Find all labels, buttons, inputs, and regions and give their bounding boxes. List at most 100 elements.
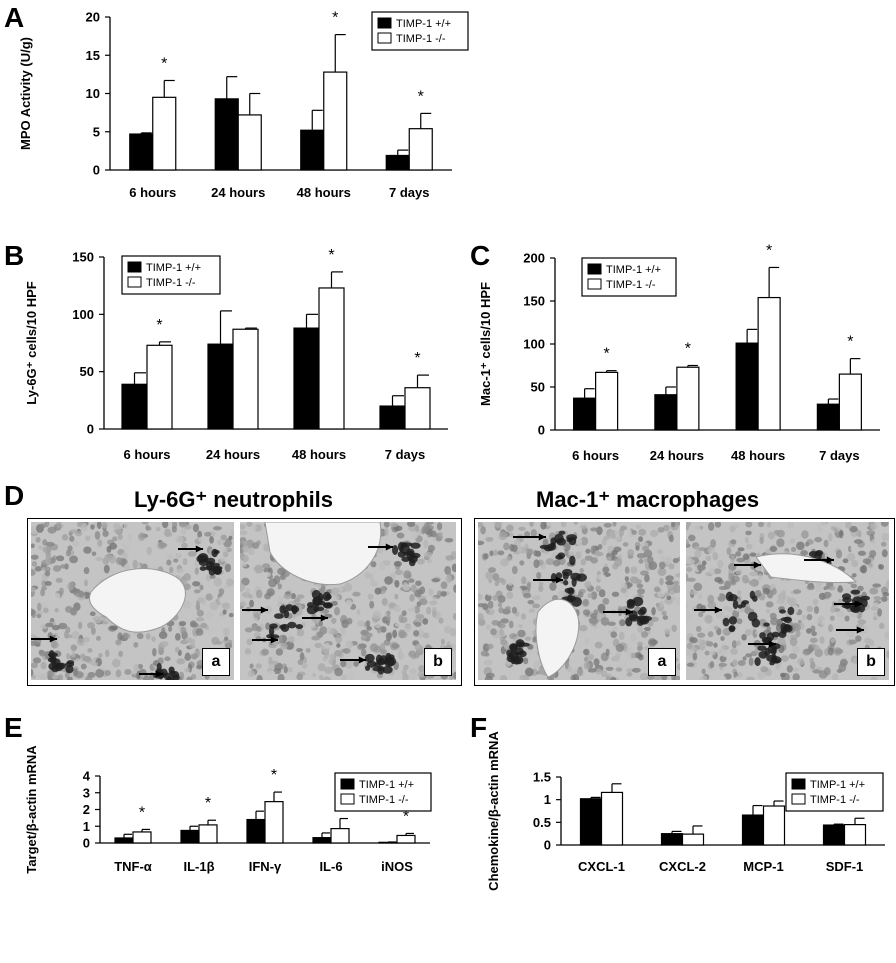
tissue-cell [790, 667, 800, 672]
tissue-cell [801, 530, 809, 539]
tissue-cell [133, 663, 139, 672]
tissue-cell [47, 526, 57, 534]
tissue-cell [440, 581, 448, 589]
tissue-cell [788, 597, 797, 607]
tissue-cell [105, 649, 110, 658]
category-label: 24 hours [211, 185, 265, 200]
tissue-cell [531, 595, 541, 601]
tissue-cell [322, 676, 332, 680]
tissue-cell [760, 666, 769, 673]
stained-cell [410, 552, 421, 559]
tissue-cell [806, 613, 813, 621]
micrograph-texture [240, 522, 456, 680]
tissue-cell [277, 596, 283, 604]
tissue-cell [575, 551, 582, 560]
bar [121, 383, 148, 430]
tissue-cell [268, 656, 273, 666]
tissue-cell [793, 589, 802, 594]
tissue-cell [250, 555, 255, 561]
tissue-cell [635, 524, 642, 529]
stained-cell [787, 606, 795, 616]
y-tick-label: 3 [83, 785, 90, 800]
stained-cell [769, 661, 775, 666]
tissue-cell [246, 522, 253, 527]
tissue-cell [853, 539, 863, 545]
tissue-cell [213, 577, 223, 587]
tissue-cell [742, 656, 747, 661]
stained-cell [759, 632, 766, 639]
tissue-cell [590, 527, 599, 532]
tissue-cell [729, 580, 737, 586]
tissue-cell [104, 554, 114, 562]
tissue-cell [280, 642, 288, 650]
tissue-cell [877, 608, 882, 617]
tissue-cell [668, 534, 674, 543]
legend-swatch [340, 778, 355, 790]
legend-swatch [791, 778, 806, 790]
tissue-cell [137, 663, 144, 670]
tissue-cell [102, 530, 109, 537]
tissue-cell [63, 572, 69, 580]
stained-cell [627, 599, 636, 604]
tissue-cell [624, 576, 629, 582]
tissue-cell [176, 658, 186, 665]
tissue-cell [824, 591, 832, 599]
tissue-cell [242, 561, 247, 568]
tissue-cell [718, 675, 727, 680]
tissue-cell [401, 610, 407, 617]
tissue-cell [590, 591, 598, 600]
tissue-cell [492, 595, 498, 602]
significance-marker: * [685, 341, 691, 358]
arrow-head [49, 635, 57, 643]
arrow-head [856, 626, 864, 634]
tissue-cell [158, 542, 168, 548]
tissue-cell [676, 663, 680, 671]
tissue-cell [384, 527, 389, 537]
tissue-cell [340, 659, 347, 668]
stained-cell [382, 665, 393, 674]
tissue-cell [480, 526, 486, 535]
tissue-cell [383, 522, 390, 528]
tissue-cell [585, 653, 595, 661]
tissue-cell [696, 632, 706, 638]
tissue-cell [174, 633, 181, 641]
tissue-cell [241, 540, 247, 545]
tissue-cell [630, 632, 637, 642]
tissue-cell [414, 605, 420, 614]
tissue-cell [771, 588, 777, 595]
tissue-cell [225, 578, 234, 587]
tissue-cell [54, 608, 59, 613]
category-label: 7 days [819, 448, 859, 463]
tissue-cell [621, 534, 630, 541]
tissue-cell [275, 648, 284, 656]
tissue-cell [698, 643, 706, 651]
tissue-cell [241, 544, 249, 553]
tissue-cell [72, 658, 82, 666]
significance-marker: * [156, 317, 162, 334]
tissue-cell [407, 607, 416, 612]
tissue-cell [736, 618, 743, 625]
tissue-cell [44, 566, 51, 573]
stained-cell [295, 624, 304, 630]
tissue-cell [483, 553, 489, 560]
tissue-cell [686, 602, 689, 609]
bar [232, 328, 259, 430]
category-label: 6 hours [124, 447, 171, 462]
tissue-cell [113, 522, 121, 530]
tissue-cell [291, 628, 298, 636]
y-tick-label: 150 [523, 294, 545, 309]
tissue-cell [32, 657, 42, 664]
tissue-cell [686, 566, 693, 572]
significance-marker: * [847, 334, 853, 351]
tissue-cell [538, 584, 544, 593]
tissue-cell [860, 564, 868, 574]
tissue-cell [857, 550, 866, 556]
tissue-cell [478, 522, 484, 528]
tissue-cell [93, 615, 103, 624]
tissue-cell [634, 652, 643, 659]
tissue-cell [713, 625, 719, 630]
tissue-cell [69, 529, 78, 534]
tissue-cell [452, 613, 456, 620]
tissue-cell [71, 650, 76, 658]
